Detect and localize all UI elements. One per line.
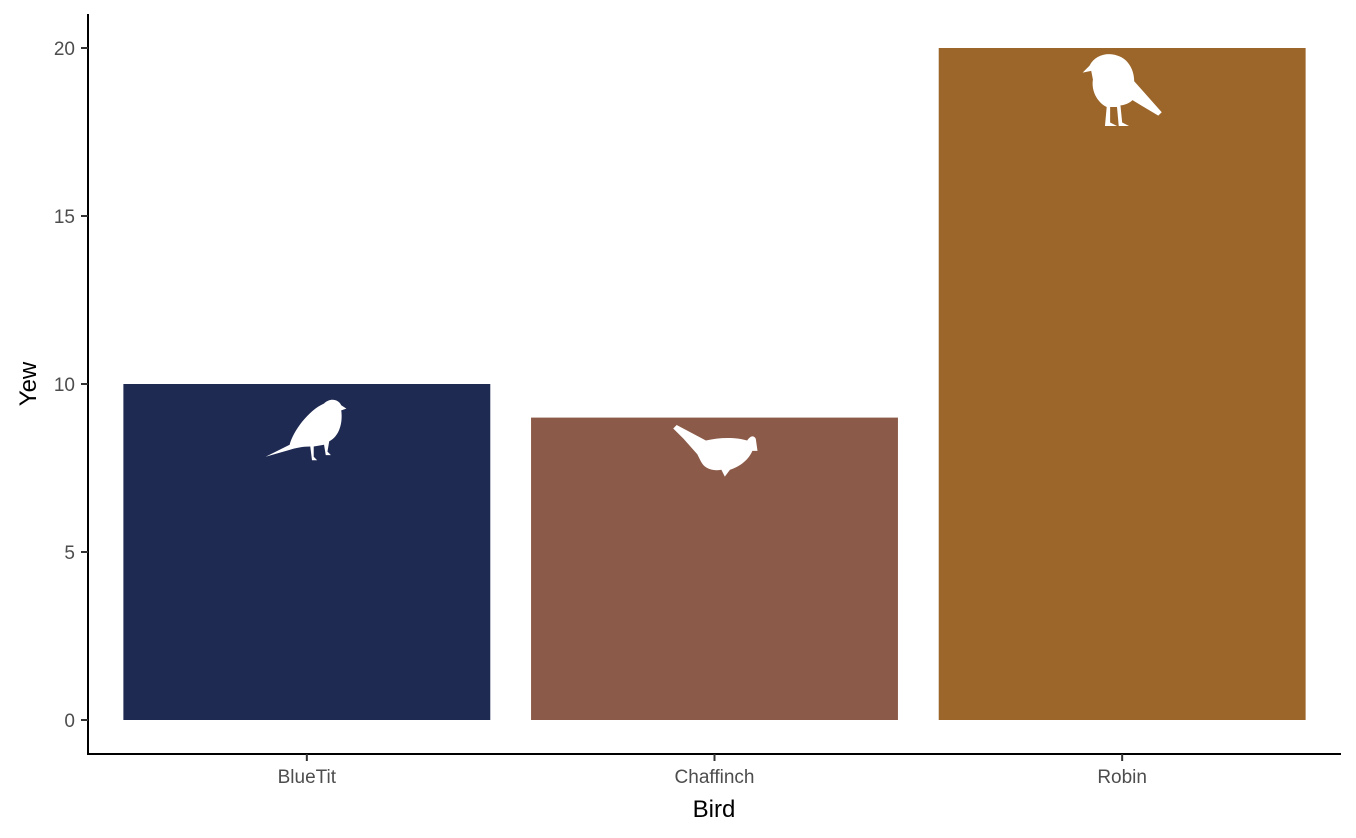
- y-tick-label: 5: [64, 543, 75, 564]
- chaffinch-silhouette-icon: [673, 425, 758, 477]
- y-tick-label: 0: [64, 711, 75, 732]
- x-tick-label: Chaffinch: [675, 767, 755, 788]
- y-tick-label: 10: [54, 375, 75, 396]
- robin-silhouette-icon: [1082, 54, 1162, 126]
- bars-layer: [123, 48, 1306, 720]
- icons-layer: [265, 54, 1162, 477]
- y-axis-title: Yew: [15, 361, 42, 406]
- y-ticks: 0 5 10 15 20: [54, 39, 88, 732]
- blue-tit-silhouette-icon: [265, 399, 347, 461]
- x-ticks: BlueTit Chaffinch Robin: [278, 754, 1147, 788]
- y-tick-label: 20: [54, 39, 75, 60]
- x-tick-label: BlueTit: [278, 767, 337, 788]
- x-axis-title: Bird: [693, 796, 736, 823]
- x-tick-label: Robin: [1097, 767, 1147, 788]
- bar-robin: [938, 48, 1306, 720]
- y-tick-label: 15: [54, 207, 75, 228]
